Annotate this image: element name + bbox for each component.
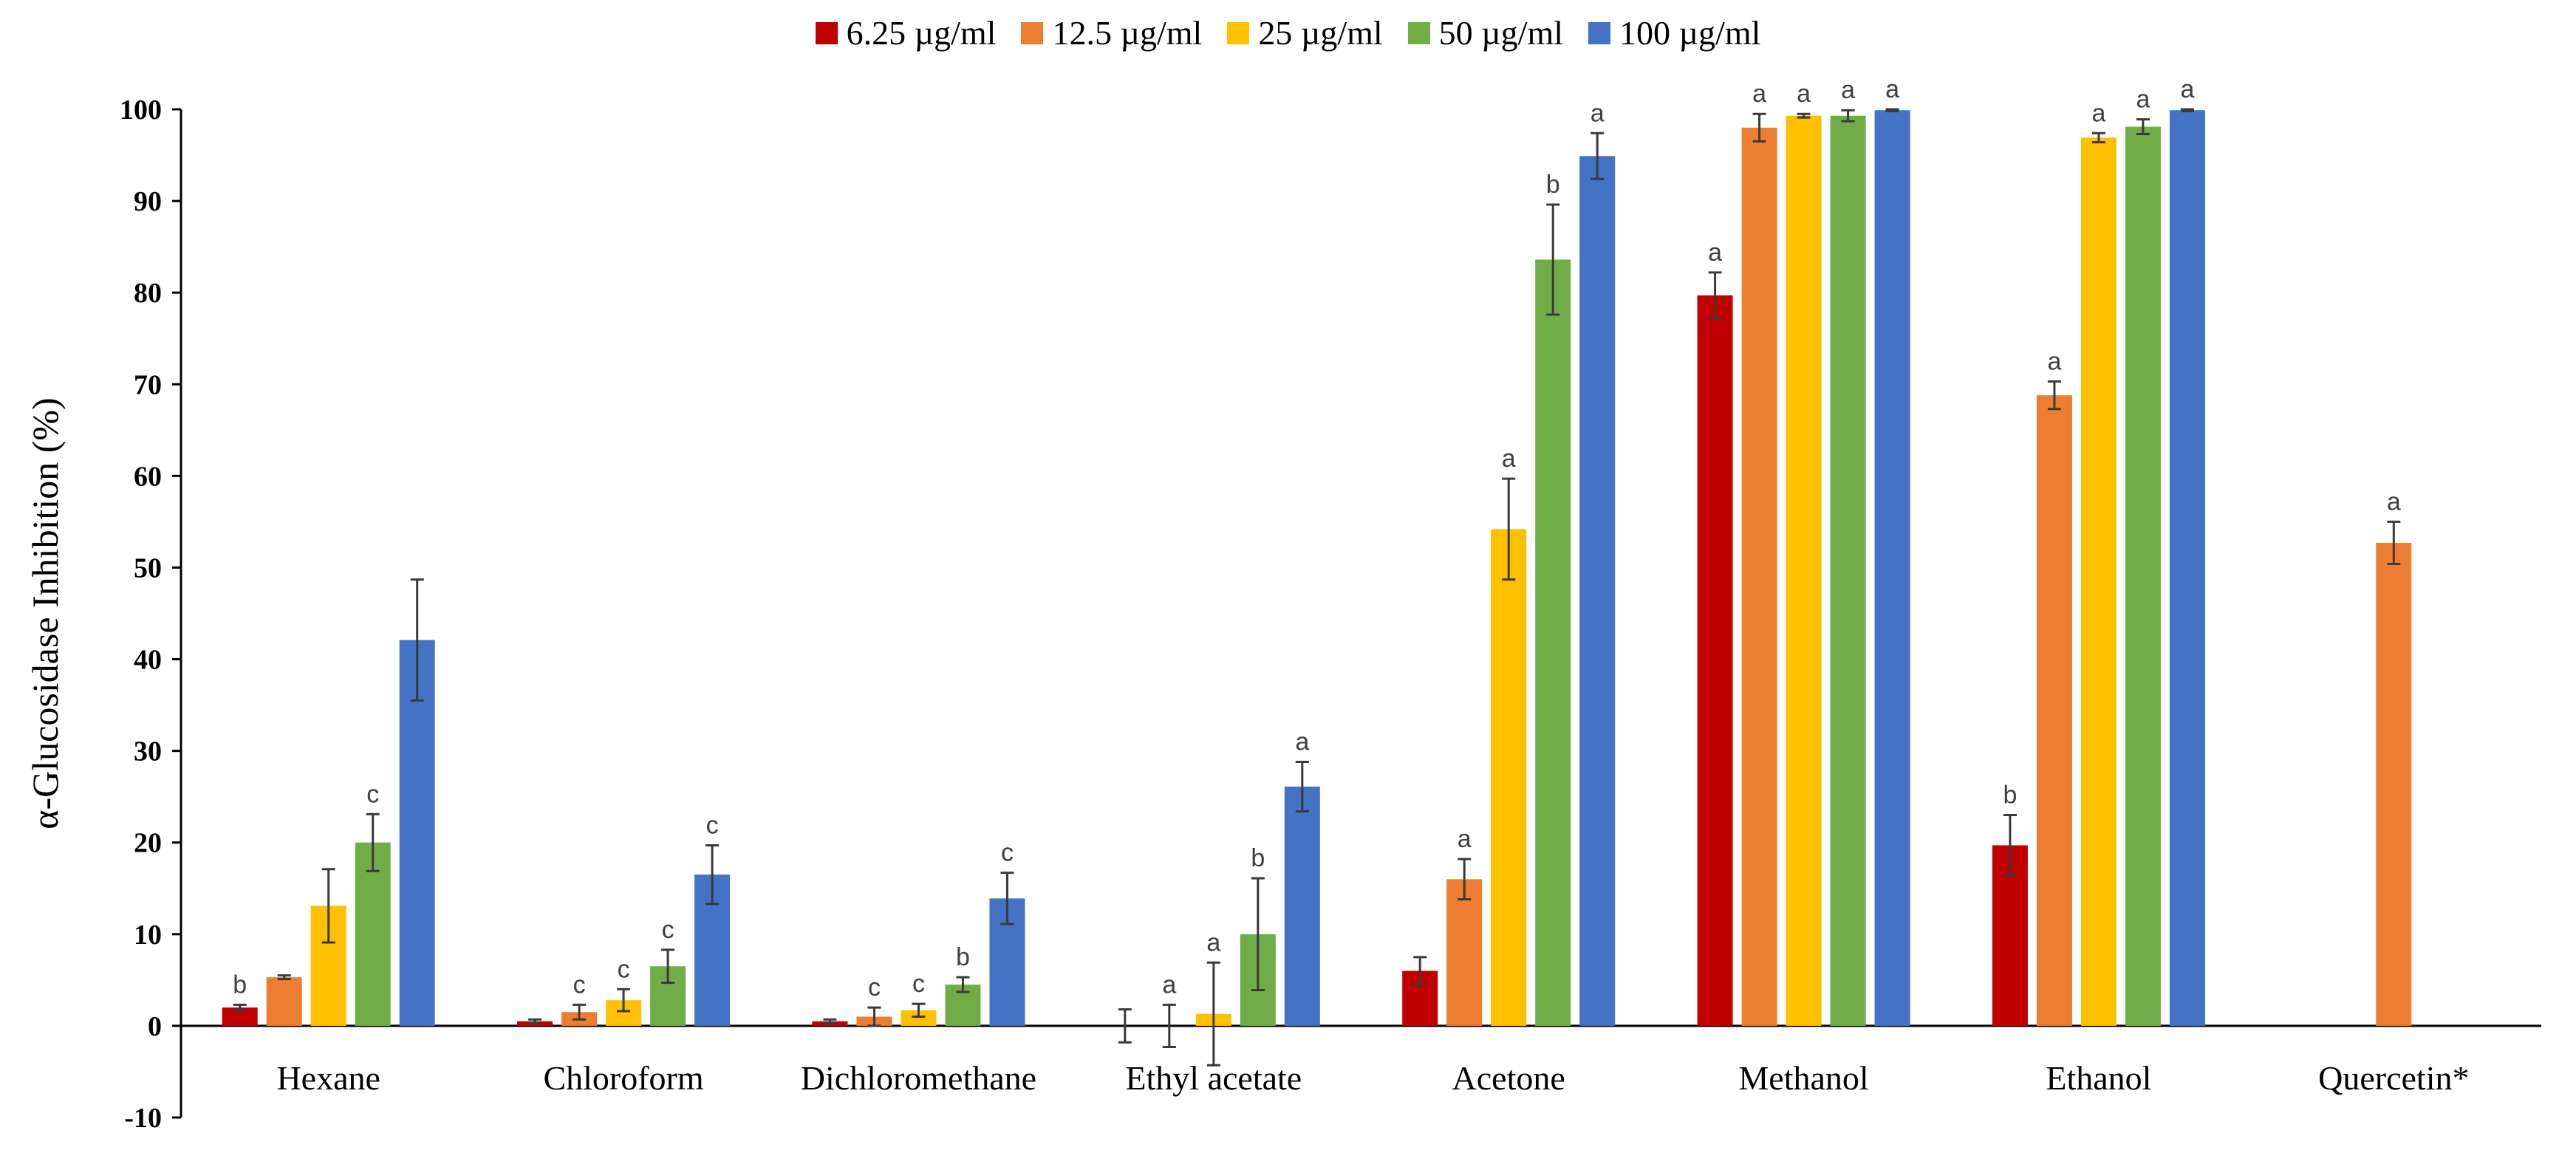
- significance-letter: a: [1295, 728, 1309, 756]
- bar: [2125, 126, 2161, 1026]
- significance-letter: c: [912, 970, 925, 998]
- x-tick-label: Dichloromethane: [801, 1059, 1036, 1097]
- bar: [1579, 156, 1616, 1026]
- significance-letter: a: [1708, 239, 1722, 267]
- y-tick-label: -10: [124, 1103, 162, 1134]
- y-tick-label: 60: [134, 461, 162, 492]
- bar: [1874, 110, 1910, 1026]
- legend-swatch: [1021, 21, 1044, 44]
- legend-swatch: [1588, 21, 1611, 44]
- significance-letter: a: [1797, 80, 1811, 108]
- significance-letter: a: [1502, 445, 1516, 473]
- significance-letter: b: [1546, 171, 1560, 199]
- significance-letter: a: [1458, 825, 1472, 853]
- significance-letter: a: [2180, 75, 2194, 103]
- x-tick-label: Methanol: [1738, 1059, 1868, 1097]
- y-tick-label: 70: [134, 369, 162, 400]
- bar: [1697, 295, 1733, 1026]
- significance-letter: a: [1206, 928, 1220, 956]
- significance-letter: b: [2003, 781, 2017, 810]
- legend: 6.25 µg/ml 12.5 µg/ml 25 µg/ml 50 µg/ml 100 …: [0, 13, 2576, 52]
- bar: [2080, 137, 2117, 1026]
- significance-letter: c: [618, 955, 630, 983]
- significance-letter: a: [1752, 80, 1766, 108]
- significance-letter: a: [2047, 348, 2061, 376]
- legend-label: 12.5 µg/ml: [1052, 14, 1203, 52]
- y-axis-label: α-Glucosidase Inhibition (%): [24, 397, 66, 829]
- significance-letter: a: [1591, 99, 1605, 127]
- y-tick-label: 30: [134, 736, 162, 767]
- bar: [1741, 127, 1777, 1026]
- significance-letter: c: [662, 916, 674, 944]
- legend-item: 6.25 µg/ml: [815, 13, 997, 52]
- x-tick-label: Quercetin*: [2318, 1059, 2469, 1097]
- bar: [2169, 110, 2205, 1026]
- bar: [1786, 115, 1822, 1026]
- bar: [1284, 787, 1320, 1026]
- significance-letter: c: [366, 780, 379, 808]
- y-tick-label: 0: [148, 1011, 162, 1042]
- bar: [1535, 259, 1571, 1026]
- x-tick-label: Chloroform: [543, 1059, 703, 1097]
- significance-letter: b: [956, 943, 970, 971]
- y-tick-label: 20: [134, 828, 162, 859]
- significance-letter: c: [706, 811, 719, 839]
- y-tick-label: 50: [134, 552, 162, 583]
- significance-letter: a: [1162, 971, 1176, 999]
- bar: [266, 977, 302, 1026]
- legend-label: 25 µg/ml: [1258, 14, 1383, 52]
- significance-letter: a: [2136, 86, 2150, 114]
- x-tick-label: Hexane: [276, 1059, 380, 1097]
- significance-letter: b: [1251, 844, 1265, 872]
- significance-letter: a: [1841, 76, 1855, 104]
- y-tick-label: 100: [120, 95, 162, 126]
- y-tick-label: 40: [134, 645, 162, 676]
- significance-letter: a: [2387, 487, 2401, 516]
- y-tick-label: 90: [134, 186, 162, 217]
- bar: [1830, 115, 1866, 1026]
- significance-letter: c: [1001, 839, 1014, 867]
- bar: [1491, 529, 1527, 1026]
- significance-letter: a: [1885, 75, 1899, 103]
- significance-letter: c: [573, 971, 586, 999]
- bar: [2376, 542, 2412, 1026]
- legend-label: 50 µg/ml: [1438, 14, 1564, 52]
- significance-letter: a: [2091, 99, 2105, 127]
- significance-letter: b: [233, 971, 247, 999]
- legend-item: 50 µg/ml: [1407, 13, 1564, 52]
- legend-item: 12.5 µg/ml: [1021, 13, 1202, 52]
- bar: [355, 842, 391, 1026]
- x-tick-label: Ethanol: [2046, 1059, 2151, 1097]
- y-tick-label: 80: [134, 278, 162, 309]
- significance-letter: c: [868, 973, 881, 1002]
- x-tick-label: Acetone: [1452, 1059, 1565, 1097]
- legend-swatch: [1407, 21, 1430, 44]
- legend-swatch: [815, 21, 838, 44]
- legend-item: 100 µg/ml: [1588, 13, 1760, 52]
- bar: [901, 1010, 937, 1026]
- bar: [2036, 395, 2072, 1026]
- legend-item: 25 µg/ml: [1227, 13, 1383, 52]
- bar: [1446, 879, 1483, 1026]
- y-tick-label: 10: [134, 920, 162, 951]
- legend-swatch: [1227, 21, 1250, 44]
- bar: [399, 640, 435, 1026]
- legend-label: 100 µg/ml: [1619, 14, 1761, 52]
- legend-label: 6.25 µg/ml: [846, 14, 997, 52]
